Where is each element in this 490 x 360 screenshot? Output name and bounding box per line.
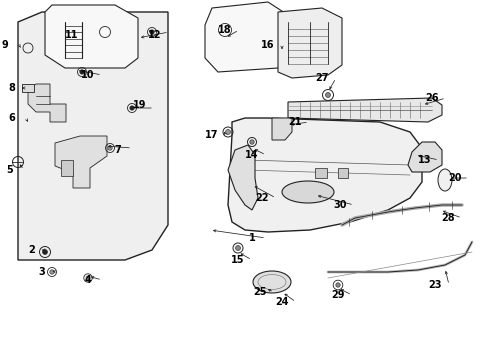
Circle shape (43, 249, 48, 255)
Circle shape (236, 246, 241, 251)
Ellipse shape (282, 181, 334, 203)
Text: 8: 8 (8, 83, 16, 93)
Text: 17: 17 (205, 130, 219, 140)
Text: 10: 10 (81, 70, 95, 80)
FancyBboxPatch shape (22, 84, 34, 92)
Text: 6: 6 (9, 113, 15, 123)
Text: 19: 19 (133, 100, 147, 110)
Circle shape (86, 276, 90, 280)
Text: 28: 28 (441, 213, 455, 223)
Text: 5: 5 (7, 165, 13, 175)
Text: 9: 9 (1, 40, 8, 50)
Circle shape (325, 93, 330, 98)
Text: 14: 14 (245, 150, 259, 160)
Text: 21: 21 (288, 117, 302, 127)
Polygon shape (228, 145, 258, 210)
Polygon shape (278, 8, 342, 78)
Circle shape (225, 130, 230, 135)
Polygon shape (228, 118, 422, 232)
Text: 30: 30 (333, 200, 347, 210)
FancyBboxPatch shape (315, 168, 327, 178)
Text: 26: 26 (425, 93, 439, 103)
Ellipse shape (438, 169, 452, 191)
Text: 15: 15 (231, 255, 245, 265)
Text: 1: 1 (248, 233, 255, 243)
Text: 18: 18 (218, 25, 232, 35)
Text: 7: 7 (115, 145, 122, 155)
Text: 29: 29 (331, 290, 345, 300)
Polygon shape (272, 118, 292, 140)
Polygon shape (28, 84, 66, 122)
Text: 2: 2 (28, 245, 35, 255)
Text: 13: 13 (418, 155, 432, 165)
Polygon shape (45, 5, 138, 68)
Circle shape (150, 30, 154, 34)
Circle shape (130, 106, 134, 110)
Polygon shape (61, 160, 73, 176)
Polygon shape (288, 98, 442, 122)
Text: 4: 4 (85, 275, 91, 285)
Polygon shape (55, 136, 107, 188)
Text: 27: 27 (315, 73, 329, 83)
Text: 20: 20 (448, 173, 462, 183)
Text: 11: 11 (65, 30, 79, 40)
Text: 24: 24 (275, 297, 289, 307)
Circle shape (80, 70, 84, 74)
Text: 16: 16 (261, 40, 275, 50)
Text: 25: 25 (253, 287, 267, 297)
Circle shape (250, 140, 254, 144)
Polygon shape (408, 142, 442, 172)
Text: 3: 3 (39, 267, 46, 277)
Circle shape (50, 270, 54, 274)
Polygon shape (205, 2, 288, 72)
Polygon shape (18, 12, 168, 260)
Text: 12: 12 (148, 30, 162, 40)
Text: 22: 22 (255, 193, 269, 203)
Circle shape (336, 283, 340, 287)
Ellipse shape (253, 271, 291, 293)
Text: 23: 23 (428, 280, 442, 290)
FancyBboxPatch shape (338, 168, 348, 178)
Circle shape (108, 146, 112, 150)
